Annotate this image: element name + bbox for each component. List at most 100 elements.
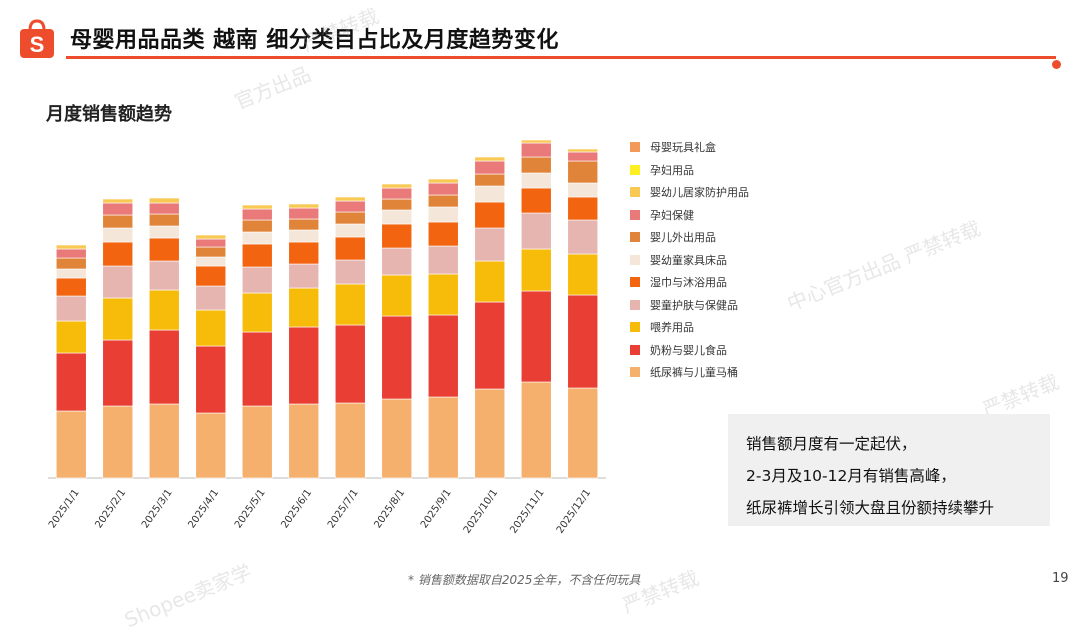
bar-segment [148, 289, 180, 331]
bar-segment [567, 160, 599, 184]
x-tick-label: 2025/3/1 [140, 487, 175, 530]
bar-segment [474, 185, 506, 203]
legend-item: 孕妇用品 [630, 159, 830, 182]
legend-item: 婴幼儿居家防护用品 [630, 181, 830, 204]
legend-swatch [630, 277, 640, 288]
bar-segment [567, 151, 599, 162]
legend-label: 母婴玩具礼盒 [650, 141, 716, 155]
legend-swatch [630, 367, 640, 378]
x-tick-label: 2025/9/1 [419, 487, 454, 530]
x-tick-label: 2025/12/1 [555, 487, 593, 535]
bar-segment [474, 156, 506, 162]
legend-label: 婴幼儿居家防护用品 [650, 186, 749, 200]
legend-swatch [630, 322, 640, 333]
bar-segment [148, 237, 180, 262]
x-tick-label: 2025/7/1 [326, 487, 361, 530]
bar-segment [520, 187, 552, 214]
legend-swatch [630, 232, 640, 243]
legend-label: 婴童护肤与保健品 [650, 298, 738, 312]
legend-label: 婴幼童家具床品 [650, 253, 727, 267]
title-underline [66, 56, 1056, 59]
bar-segment [55, 268, 87, 279]
bar-segment [520, 248, 552, 292]
bar-segment [195, 345, 227, 414]
bar-segment [102, 227, 134, 243]
bar-segment [567, 253, 599, 296]
bar-segment [474, 301, 506, 390]
legend-swatch [630, 299, 640, 310]
legend-swatch [630, 142, 640, 153]
legend-item: 奶粉与婴儿食品 [630, 339, 830, 362]
bar-segment [427, 273, 459, 316]
insight-box: 销售额月度有一定起伏， 2-3月及10-12月有销售高峰， 纸尿裤增长引领大盘且… [728, 414, 1050, 526]
legend-swatch [630, 209, 640, 220]
legend-item: 婴童护肤与保健品 [630, 294, 830, 317]
bar-segment [288, 218, 320, 231]
bar-segment [288, 241, 320, 265]
bar-segment [288, 207, 320, 220]
bar-segment [427, 314, 459, 398]
stacked-bar-chart: 2025/1/1 2025/2/1 2025/3/1 2025/4/1 2025/5/1… [47, 139, 606, 536]
title-underline-dot [1052, 60, 1061, 69]
bar-segment [567, 294, 599, 389]
bar-segment [288, 263, 320, 289]
bar-segment [334, 211, 366, 225]
bar-segment [195, 309, 227, 347]
bar-segment [474, 160, 506, 175]
bar-segment [567, 387, 599, 479]
bar-segment [334, 200, 366, 213]
bar-segment [567, 196, 599, 221]
bar-segment [381, 223, 413, 249]
bar-segment [102, 297, 134, 341]
bar-segment [334, 223, 366, 238]
page-title: 母婴用品品类 越南 细分类目占比及月度趋势变化 [70, 28, 559, 53]
bar-segment [334, 283, 366, 326]
legend-item: 纸尿裤与儿童马桶 [630, 361, 830, 384]
bar-segment [241, 219, 273, 233]
bar-segment [195, 238, 227, 248]
bar-segment [102, 214, 134, 229]
bar-segment [241, 231, 273, 245]
bar-segment [520, 139, 552, 144]
bar-segment [195, 256, 227, 267]
bar-segment [520, 156, 552, 174]
x-tick-label: 2025/6/1 [279, 487, 314, 530]
legend-swatch [630, 187, 640, 198]
x-tick-label: 2025/4/1 [186, 487, 221, 530]
insight-line: 纸尿裤增长引领大盘且份额持续攀升 [746, 499, 995, 517]
bar-segment [381, 187, 413, 200]
bar-segment [474, 227, 506, 262]
bar-segment [520, 172, 552, 189]
bar-segment [55, 410, 87, 479]
bar-segment [55, 277, 87, 297]
bar-segment [567, 148, 599, 153]
bar-segment [334, 324, 366, 404]
shopee-bag-icon: S [20, 19, 54, 58]
bar-segment [334, 259, 366, 285]
bar-segment [567, 182, 599, 198]
x-tick-label: 2025/10/1 [462, 487, 500, 535]
bar-segment [334, 196, 366, 202]
insight-line: 销售额月度有一定起伏， [746, 435, 917, 453]
bar-segment [55, 295, 87, 322]
bar-segment [427, 194, 459, 208]
bar-segment [55, 320, 87, 354]
bar-segment [102, 202, 134, 216]
svg-text:S: S [30, 32, 45, 57]
bar-segment [520, 212, 552, 250]
legend-item: 婴幼童家具床品 [630, 249, 830, 272]
bar-segment [148, 197, 180, 204]
page-number: 19 [1052, 571, 1069, 586]
bar-segment [148, 403, 180, 479]
bar-segment [102, 265, 134, 299]
bar-segment [381, 198, 413, 211]
bar-segment [520, 381, 552, 479]
bar-segment [427, 178, 459, 184]
bar-segment [241, 208, 273, 221]
bar-segment [288, 203, 320, 209]
bar-segment [381, 398, 413, 479]
legend-label: 婴儿外出用品 [650, 231, 716, 245]
bar-segment [241, 243, 273, 268]
bar-segment [55, 257, 87, 270]
legend-label: 孕妇用品 [650, 163, 694, 177]
